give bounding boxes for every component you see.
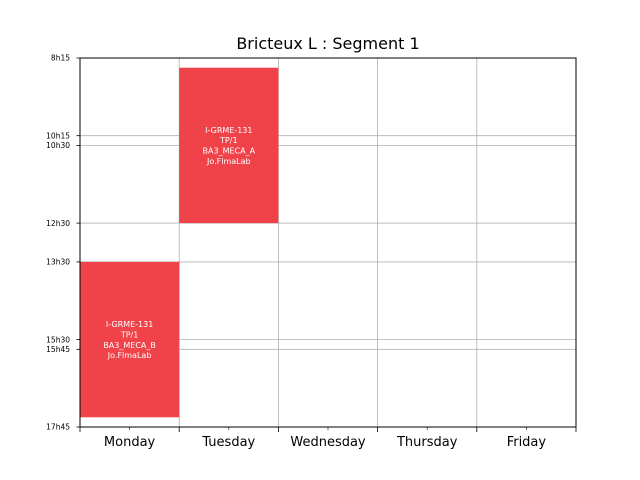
events: I-GRME-131TP/1BA3_MECA_AJo.FlmaLabI-GRME…	[80, 67, 279, 418]
event-label-line: TP/1	[219, 136, 238, 145]
y-tick-label: 8h15	[51, 54, 70, 63]
x-tick-label: Wednesday	[290, 435, 366, 450]
y-tick-label: 10h30	[46, 141, 70, 150]
event-block	[179, 67, 279, 224]
y-tick-label: 15h45	[46, 345, 70, 354]
x-tick-label: Friday	[507, 435, 547, 450]
x-axis: Monday Tuesday Wednesday Thursday Friday	[79, 427, 577, 450]
x-tick-label: Monday	[104, 435, 156, 450]
event-label-line: Jo.FlmaLab	[107, 351, 152, 360]
y-tick-label: 15h30	[46, 335, 70, 344]
event-label-line: TP/1	[120, 330, 139, 339]
event-label-line: I-GRME-131	[205, 126, 252, 135]
y-tick-label: 12h30	[46, 219, 70, 228]
x-tick-label: Thursday	[396, 435, 458, 450]
y-tick-label: 13h30	[46, 258, 70, 267]
event-label-line: I-GRME-131	[106, 320, 153, 329]
y-tick-label: 10h15	[46, 131, 70, 140]
event-label-line: BA3_MECA_A	[203, 147, 256, 156]
chart-title: Bricteux L : Segment 1	[236, 34, 419, 53]
y-tick-label: 17h45	[46, 423, 70, 432]
event-block	[80, 261, 180, 418]
event-label-line: BA3_MECA_B	[103, 341, 156, 350]
x-tick-label: Tuesday	[201, 435, 255, 450]
event-label-line: Jo.FlmaLab	[206, 157, 251, 166]
